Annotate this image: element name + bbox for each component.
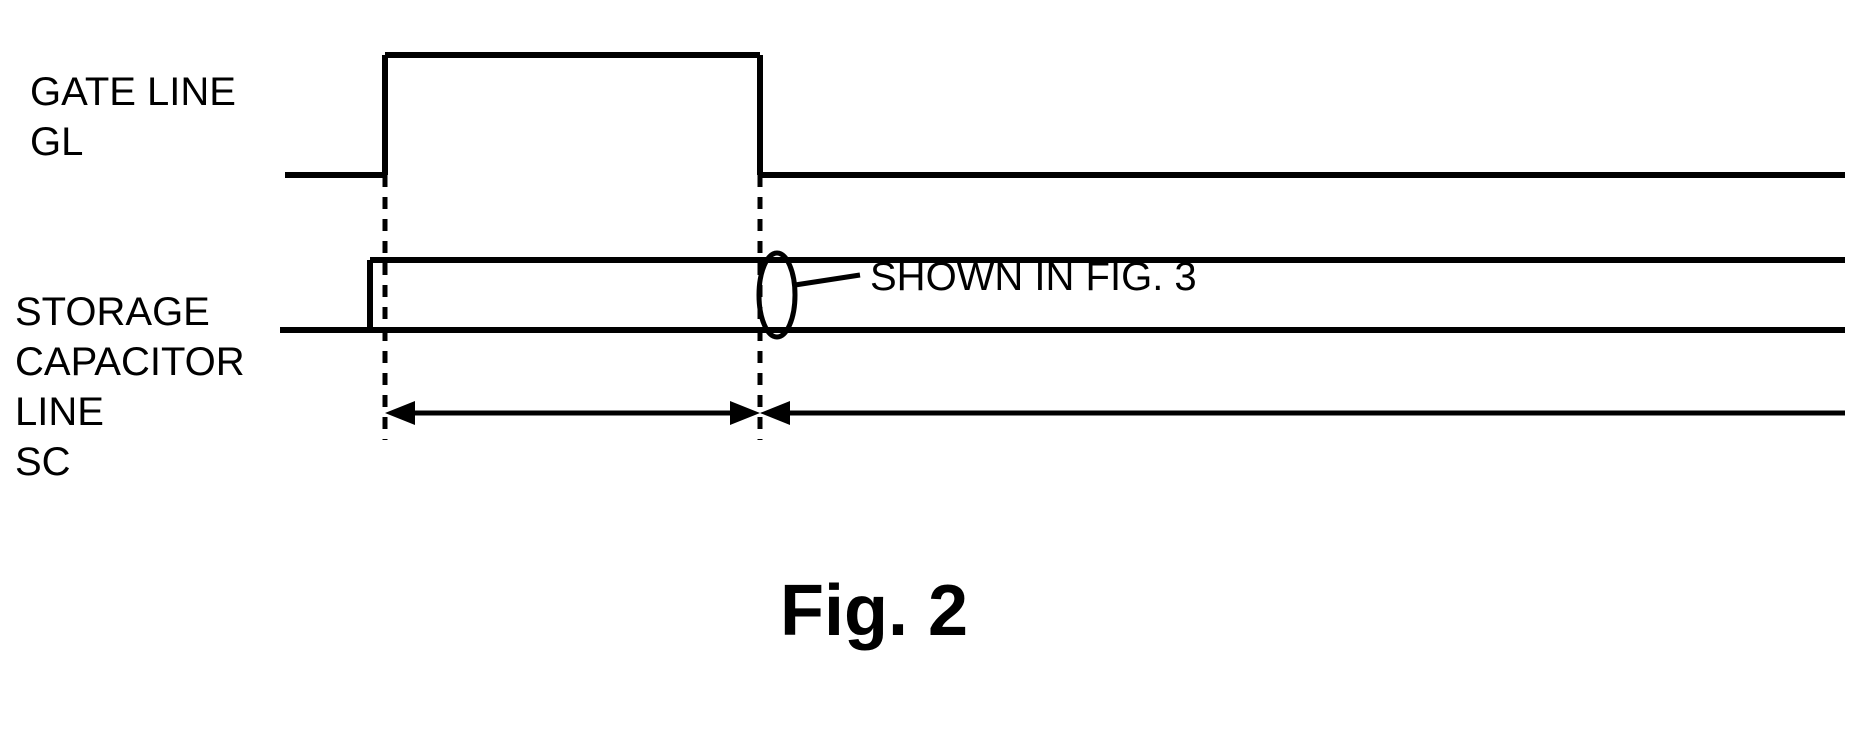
callout-leader (795, 275, 860, 285)
storage-label-1: STORAGE (15, 290, 210, 335)
figure-caption: Fig. 2 (780, 570, 968, 652)
storage-label-3: LINE (15, 390, 104, 435)
diagram-container: GATE LINE GL STORAGE CAPACITOR LINE SC S… (0, 0, 1862, 729)
dashed-guides (385, 175, 760, 440)
gate-line-waveform (285, 55, 1845, 175)
storage-label-2: CAPACITOR (15, 340, 245, 385)
callout-text: SHOWN IN FIG. 3 (870, 255, 1197, 300)
gate-line-label-2: GL (30, 120, 83, 165)
dimension-arrows (385, 401, 1845, 425)
storage-label-4: SC (15, 440, 71, 485)
gate-line-label-1: GATE LINE (30, 70, 236, 115)
callout-ellipse (759, 253, 795, 337)
